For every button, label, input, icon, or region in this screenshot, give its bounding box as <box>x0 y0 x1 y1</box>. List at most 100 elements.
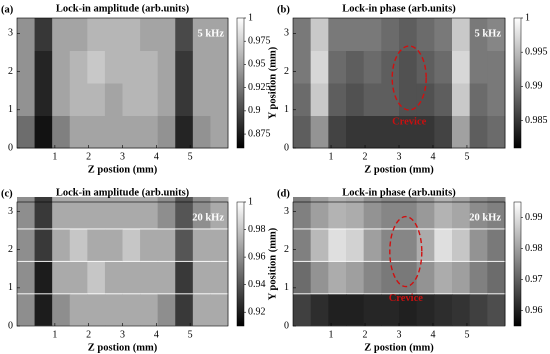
heatmap-cell <box>104 294 123 326</box>
heatmap-cell <box>310 18 329 51</box>
heatmap-cell <box>17 115 36 149</box>
heatmap-cell <box>210 18 229 51</box>
heatmap-cell <box>87 83 106 116</box>
heatmap-cell <box>416 115 435 149</box>
panel-label: (c) <box>1 188 13 199</box>
heatmap-cell <box>346 294 365 326</box>
colorbar-tick-label: 0.9 <box>248 105 261 116</box>
heatmap-cell <box>52 50 71 84</box>
heatmap-cell <box>363 115 382 149</box>
x-tick-label: 1 <box>329 329 334 340</box>
heatmap-cell <box>469 115 488 149</box>
heatmap-cell <box>399 83 418 116</box>
heatmap-cell <box>104 83 123 116</box>
heatmap-cell <box>34 294 53 326</box>
heatmap <box>293 196 506 326</box>
heatmap-cell <box>328 50 347 84</box>
heatmap-cell <box>469 50 488 84</box>
x-tick-label: 1 <box>329 151 334 162</box>
heatmap-cell <box>293 115 312 149</box>
frequency-label: 20 kHz <box>192 212 224 223</box>
heatmap-cell <box>210 83 229 116</box>
heatmap-cell <box>69 196 88 229</box>
colorbar-tick-label: 0.99 <box>525 212 543 223</box>
x-axis-label: Z postion (mm) <box>88 164 158 175</box>
heatmap-cell <box>34 196 53 229</box>
heatmap-cell <box>399 18 418 51</box>
heatmap-cell <box>104 196 123 229</box>
colorbar <box>513 201 522 327</box>
heatmap-cell <box>310 261 329 294</box>
heatmap-cell <box>140 229 159 261</box>
heatmap-cell <box>69 294 88 326</box>
chart-title: Lock-in phase (arb.units) <box>342 3 456 14</box>
heatmap-cell <box>87 115 106 149</box>
heatmap-cell <box>293 83 312 116</box>
heatmap-cell <box>104 50 123 84</box>
heatmap-cell <box>399 229 418 261</box>
heatmap-cell <box>416 261 435 294</box>
heatmap-cell <box>381 294 400 326</box>
heatmap-cell <box>310 115 329 149</box>
y-tick-label: 3 <box>8 206 13 217</box>
heatmap-cell <box>469 83 488 116</box>
y-tick-label: 3 <box>8 28 13 39</box>
heatmap-cell <box>310 50 329 84</box>
heatmap-cell <box>34 50 53 84</box>
colorbar-tick-label: 1 <box>248 196 253 207</box>
heatmap-cell <box>434 261 453 294</box>
panel-label: (a) <box>1 4 14 15</box>
heatmap-cell <box>399 261 418 294</box>
heatmap-cell <box>328 229 347 261</box>
crevice-outline <box>389 215 423 288</box>
heatmap-cell <box>434 294 453 326</box>
heatmap-cell <box>34 229 53 261</box>
heatmap-cell <box>416 294 435 326</box>
heatmap-cell <box>293 294 312 326</box>
heatmap-cell <box>157 83 176 116</box>
heatmap-cell <box>469 229 488 261</box>
colorbar <box>236 17 245 149</box>
heatmap-cell <box>69 229 88 261</box>
colorbar <box>513 17 522 149</box>
heatmap-cell <box>34 83 53 116</box>
heatmap-cell <box>469 261 488 294</box>
colorbar-tick-label: 0.975 <box>248 36 271 47</box>
heatmap-cell <box>192 294 211 326</box>
x-tick-label: 2 <box>86 151 91 162</box>
x-tick-label: 3 <box>120 329 125 340</box>
x-tick-label: 4 <box>154 329 159 340</box>
heatmap-cell <box>140 50 159 84</box>
heatmap-cell <box>192 83 211 116</box>
heatmap-cell <box>452 294 471 326</box>
heatmap-cell <box>122 229 141 261</box>
panel-label: (b) <box>277 4 290 15</box>
heatmap-cell <box>381 196 400 229</box>
heatmap-cell <box>87 50 106 84</box>
heatmap-cell <box>17 261 36 294</box>
heatmap-cell <box>434 50 453 84</box>
colorbar-tick-label: 0.925 <box>248 82 271 93</box>
x-tick-label: 4 <box>430 151 435 162</box>
x-tick-label: 3 <box>397 151 402 162</box>
heatmap-cell <box>69 83 88 116</box>
heatmap-cell <box>17 18 36 51</box>
heatmap-cell <box>104 18 123 51</box>
heatmap-cell <box>363 196 382 229</box>
y-axis-label: Y position (mm) <box>267 46 278 119</box>
frequency-label: 5 kHz <box>474 28 501 39</box>
heatmap-cell <box>69 18 88 51</box>
heatmap-cell <box>381 50 400 84</box>
heatmap-cell <box>328 294 347 326</box>
heatmap-cell <box>310 83 329 116</box>
heatmap-cell <box>52 294 71 326</box>
heatmap-cell <box>175 18 194 51</box>
heatmap-cell <box>140 294 159 326</box>
crevice-label: Crevice <box>392 116 427 127</box>
heatmap-cell <box>210 229 229 261</box>
colorbar-tick-label: 0.98 <box>525 243 543 254</box>
heatmap-cell <box>122 294 141 326</box>
heatmap-cell <box>52 261 71 294</box>
heatmap-cell <box>122 83 141 116</box>
